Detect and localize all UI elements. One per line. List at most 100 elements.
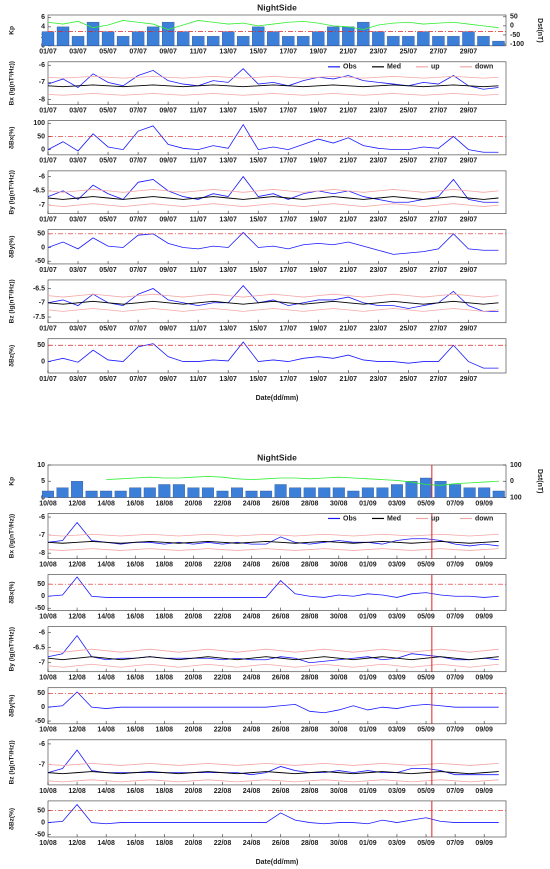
series-line: [47, 576, 499, 598]
series-line: [47, 779, 499, 783]
x-tick-label: 28/08: [301, 788, 319, 795]
bar: [176, 31, 190, 46]
panel-frame: [47, 170, 507, 214]
x-tick-label: 20/08: [185, 840, 203, 847]
y-tick-label: 50: [37, 342, 45, 349]
y-tick-label: 0: [41, 494, 45, 501]
series-line: [47, 203, 499, 207]
y-tick-label: 10: [37, 462, 45, 469]
bar: [447, 36, 460, 46]
x-tick-label: 09/09: [475, 613, 493, 620]
x-tick-label: 25/07: [400, 49, 418, 56]
legend-label: down: [475, 515, 493, 522]
x-tick-label: 14/08: [97, 675, 115, 682]
x-tick-label: 16/08: [126, 500, 144, 507]
bar: [143, 487, 156, 498]
x-tick-label: 16/08: [126, 561, 144, 568]
x-tick-label: 22/08: [214, 788, 232, 795]
bar: [252, 26, 265, 46]
legend-label: Obs: [343, 515, 357, 522]
y-tick-label: -7: [39, 202, 45, 209]
x-tick-label: 01/09: [359, 788, 377, 795]
y-tick-label: -6: [39, 62, 45, 69]
bar: [116, 36, 130, 46]
series-line: [47, 300, 499, 305]
y-tick-label: 50: [37, 807, 45, 814]
x-tick-label: 15/07: [249, 49, 267, 56]
x-tick-label: 05/07: [99, 326, 117, 333]
x-tick-label: 05/09: [417, 613, 435, 620]
series-line: [47, 20, 499, 30]
bar: [434, 481, 447, 498]
series-line: [47, 308, 499, 312]
legend-label: up: [431, 515, 440, 522]
bar: [432, 36, 445, 46]
x-tick-label: 09/09: [475, 840, 493, 847]
x-tick-label: 26/08: [272, 675, 290, 682]
x-tick-label: 21/07: [340, 217, 358, 224]
bar: [201, 487, 214, 498]
y2-tick-label: 100: [510, 494, 522, 501]
series-line: [47, 341, 499, 369]
bar: [420, 477, 432, 498]
figure-title: NightSide: [257, 452, 297, 462]
bar: [131, 31, 145, 46]
panel-frame: [47, 800, 507, 838]
series-line: [47, 635, 499, 664]
x-tick-label: 09/09: [475, 727, 493, 734]
x-tick-label: 22/08: [214, 675, 232, 682]
x-tick-label: 10/08: [39, 840, 57, 847]
x-tick-label: 14/08: [97, 500, 115, 507]
y-axis-label: δBz(%): [9, 808, 16, 830]
bar: [260, 490, 273, 498]
x-tick-label: 21/07: [340, 158, 358, 165]
x-tick-label: 15/07: [249, 326, 267, 333]
x-tick-label: 05/07: [99, 376, 117, 383]
x-tick-label: 29/07: [460, 158, 478, 165]
x-tick-label: 17/07: [279, 158, 297, 165]
bar: [207, 36, 220, 46]
x-tick-label: 15/07: [249, 267, 267, 274]
x-tick-label: 24/08: [243, 613, 261, 620]
y-tick-label: -50: [35, 605, 45, 612]
bar: [71, 36, 85, 46]
x-tick-label: 25/07: [400, 376, 418, 383]
series-line: [47, 648, 499, 653]
x-tick-label: 30/08: [330, 613, 348, 620]
x-tick-label: 12/08: [68, 561, 86, 568]
series-line: [47, 663, 499, 668]
x-tick-label: 03/07: [69, 158, 87, 165]
x-tick-label: 30/08: [330, 675, 348, 682]
y-tick-label: 100: [33, 120, 45, 127]
y-tick-label: -8: [39, 550, 45, 557]
panel-frame: [47, 626, 507, 673]
x-tick-label: 12/08: [68, 727, 86, 734]
x-tick-label: 18/08: [156, 788, 174, 795]
y-tick-label: 0: [41, 244, 45, 251]
bar: [327, 26, 340, 46]
x-tick-label: 07/07: [129, 217, 147, 224]
x-tick-label: 21/07: [340, 326, 358, 333]
x-tick-label: 13/07: [219, 217, 237, 224]
x-tick-label: 18/08: [156, 840, 174, 847]
bar: [312, 31, 325, 46]
y2-tick-label: 50: [510, 14, 518, 21]
x-tick-label: 23/07: [370, 376, 388, 383]
x-tick-label: 11/07: [190, 158, 207, 165]
bar: [222, 31, 235, 46]
x-tick-label: 20/08: [185, 561, 203, 568]
x-tick-label: 11/07: [190, 326, 207, 333]
bar: [192, 36, 205, 46]
series-line: [106, 475, 499, 486]
x-tick-label: 03/07: [69, 217, 87, 224]
x-tick-label: 15/07: [249, 158, 267, 165]
bar: [417, 31, 430, 46]
x-tick-label: 23/07: [370, 158, 388, 165]
x-tick-label: 09/09: [475, 561, 493, 568]
x-tick-label: 07/07: [129, 376, 147, 383]
bar: [318, 487, 331, 498]
x-tick-label: 01/09: [359, 727, 377, 734]
bar: [332, 487, 345, 498]
x-tick-label: 03/07: [69, 376, 87, 383]
x-tick-label: 01/09: [359, 840, 377, 847]
